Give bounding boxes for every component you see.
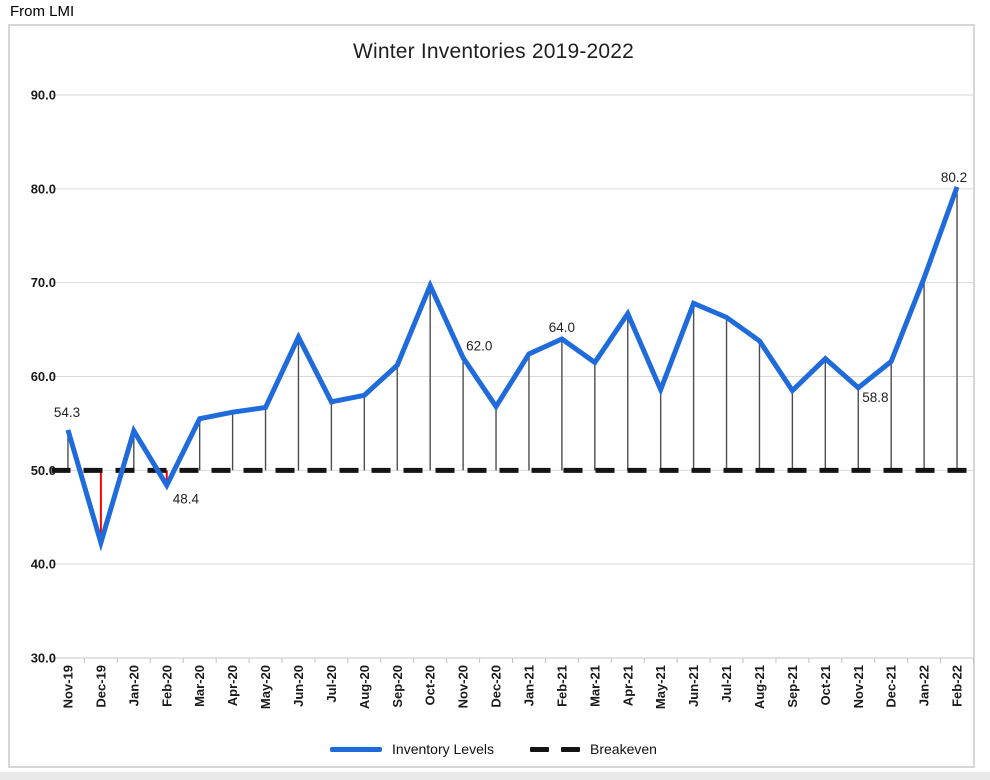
x-tick-label: Jun-20 [291, 665, 306, 707]
inventory-levels-series-line [65, 186, 960, 552]
data-label: 62.0 [466, 339, 492, 354]
y-tick-label: 80.0 [31, 181, 56, 196]
x-tick-label: Dec-21 [884, 665, 899, 708]
breakeven-dash-swatch [530, 746, 580, 752]
x-tick-label: Jun-21 [686, 665, 701, 707]
data-label: 58.8 [862, 390, 888, 405]
y-tick-label: 40.0 [31, 557, 56, 572]
x-tick-label: Aug-20 [357, 665, 372, 709]
legend-item-breakeven: Breakeven [530, 741, 657, 757]
x-tick-label: Jul-20 [324, 665, 339, 703]
x-axis-ticks [51, 658, 974, 663]
x-tick-label: Sep-20 [390, 665, 405, 708]
data-label: 48.4 [173, 491, 200, 506]
source-note: From LMI [10, 3, 75, 20]
x-tick-label: Feb-21 [554, 665, 569, 707]
x-tick-label: Jan-21 [521, 665, 536, 706]
legend-label-breakeven: Breakeven [590, 741, 657, 757]
dash-segment [530, 746, 549, 752]
x-tick-label: May-21 [653, 665, 668, 709]
x-tick-label: Feb-22 [950, 665, 965, 707]
x-tick-label: Mar-21 [587, 665, 602, 707]
x-tick-label: Aug-21 [752, 665, 767, 709]
inventory-levels-line-swatch [330, 746, 383, 752]
x-tick-label: Dec-19 [93, 665, 108, 708]
x-tick-label: Apr-21 [620, 665, 635, 706]
data-label: 80.2 [941, 170, 967, 185]
y-tick-label: 60.0 [31, 369, 56, 384]
data-labels: 54.3 48.4 62.0 64.0 58.8 80.2 [54, 170, 967, 506]
x-tick-label: Apr-20 [225, 665, 240, 706]
x-tick-label: Dec-20 [489, 665, 504, 708]
chart-title: Winter Inventories 2019-2022 [352, 40, 635, 63]
legend-item-inventory-levels: Inventory Levels [330, 741, 494, 757]
x-tick-label: May-20 [258, 665, 273, 709]
x-tick-labels: Nov-19 Dec-19 Jan-20 Feb-20 Mar-20 Apr-20 May-… [60, 665, 964, 709]
x-tick-label: Sep-21 [785, 665, 800, 708]
drop-lines [67, 186, 958, 543]
dash-segment [561, 746, 580, 752]
y-tick-label: 70.0 [31, 275, 56, 290]
y-tick-label: 90.0 [31, 88, 56, 103]
window-bottom-strip [0, 772, 990, 780]
x-tick-label: Jan-20 [126, 665, 141, 706]
x-tick-label: Nov-20 [456, 665, 471, 708]
x-tick-label: Oct-20 [423, 665, 438, 705]
y-tick-labels: 90.0 80.0 70.0 60.0 50.0 40.0 30.0 [31, 88, 56, 666]
legend-label-inventory-levels: Inventory Levels [392, 741, 494, 757]
x-tick-label: Nov-21 [851, 665, 866, 708]
x-tick-label: Mar-20 [192, 665, 207, 707]
x-tick-label: Oct-21 [818, 665, 833, 705]
y-tick-label: 30.0 [31, 651, 56, 666]
x-tick-label: Jan-22 [917, 665, 932, 706]
data-label: 54.3 [54, 405, 80, 420]
y-tick-label: 50.0 [31, 463, 56, 478]
x-tick-label: Nov-19 [60, 665, 75, 708]
data-label: 64.0 [549, 320, 575, 335]
chart-legend: Inventory Levels Breakeven [8, 736, 979, 762]
x-tick-label: Jul-21 [719, 665, 734, 703]
x-tick-label: Feb-20 [159, 665, 174, 707]
